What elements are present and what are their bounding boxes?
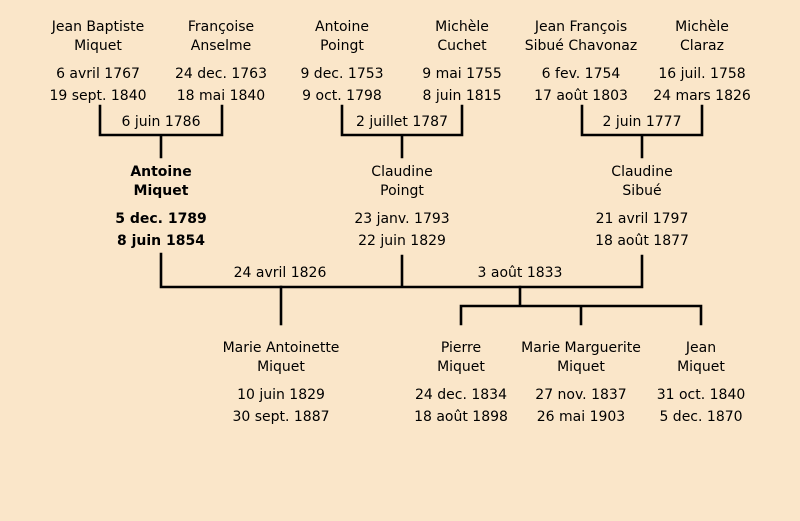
birth-date: 24 dec. 1763 [175,66,267,82]
person-name-line: Miquet [437,359,485,375]
person-name-line: Miquet [133,183,189,199]
death-date: 19 sept. 1840 [49,88,147,104]
marriage-date-label: 2 juin 1777 [602,114,682,130]
birth-date: 9 mai 1755 [422,66,502,82]
person-antoine-miquet: Antoine Miquet 5 dec. 1789 8 juin 1854 [96,163,226,252]
person-name-line: Pierre [440,340,482,356]
marriage-bracket-2 [340,104,464,159]
person-name-line: Antoine [315,19,369,35]
death-date: 30 sept. 1887 [232,409,330,425]
person-name-line: Miquet [557,359,605,375]
person-name-line: Sibué [622,183,662,199]
birth-date: 23 janv. 1793 [354,211,450,227]
death-date: 8 juin 1854 [117,233,205,249]
death-date: 18 août 1877 [595,233,689,249]
person-jean-francois-sibue-chavonaz: Jean François Sibué Chavonaz 6 fev. 1754… [516,18,646,107]
birth-date: 27 nov. 1837 [535,387,627,403]
person-marie-marguerite-miquet: Marie Marguerite Miquet 27 nov. 1837 26 … [516,339,646,428]
sibling-bracket-marriage2 [459,285,703,326]
generation2-marriage-line [159,252,644,289]
birth-date: 10 juin 1829 [237,387,325,403]
person-name-line: Cuchet [437,38,487,54]
person-antoine-poingt: Antoine Poingt 9 dec. 1753 9 oct. 1798 [277,18,407,107]
death-date: 9 oct. 1798 [302,88,382,104]
person-name-line: Michèle [435,19,489,35]
death-date: 18 mai 1840 [176,88,266,104]
person-name-line: Miquet [74,38,122,54]
person-name-line: Miquet [257,359,305,375]
marriage-date-label: 3 août 1833 [477,265,563,281]
birth-date: 6 avril 1767 [56,66,140,82]
person-claudine-poingt: Claudine Poingt 23 janv. 1793 22 juin 18… [337,163,467,252]
marriage-bracket-1 [98,104,224,159]
death-date: 17 août 1803 [534,88,628,104]
person-name-line: Marie Antoinette [222,340,340,356]
person-claudine-sibue: Claudine Sibué 21 avril 1797 18 août 187… [577,163,707,252]
marriage-date-label: 24 avril 1826 [233,265,327,281]
person-jean-miquet: Jean Miquet 31 oct. 1840 5 dec. 1870 [636,339,766,428]
person-name-line: Poingt [320,38,364,54]
person-jean-baptiste-miquet: Jean Baptiste Miquet 6 avril 1767 19 sep… [33,18,163,107]
person-marie-antoinette-miquet: Marie Antoinette Miquet 10 juin 1829 30 … [216,339,346,428]
birth-date: 16 juil. 1758 [658,66,746,82]
person-name-line: Sibué Chavonaz [524,38,638,54]
birth-date: 21 avril 1797 [595,211,689,227]
person-name-line: Claudine [611,164,673,180]
birth-date: 6 fev. 1754 [541,66,621,82]
death-date: 5 dec. 1870 [659,409,743,425]
marriage-bracket-3 [580,104,704,159]
birth-date: 5 dec. 1789 [115,211,207,227]
person-name-line: Claudine [371,164,433,180]
person-name-line: Jean François [534,19,628,35]
person-name-line: Poingt [380,183,424,199]
person-michele-cuchet: Michèle Cuchet 9 mai 1755 8 juin 1815 [397,18,527,107]
person-name-line: Jean [685,340,717,356]
person-name-line: Claraz [680,38,724,54]
death-date: 24 mars 1826 [653,88,751,104]
death-date: 18 août 1898 [414,409,508,425]
person-michele-claraz: Michèle Claraz 16 juil. 1758 24 mars 182… [637,18,767,107]
marriage-date-label: 2 juillet 1787 [356,114,448,130]
marriage-date-label: 6 juin 1786 [121,114,201,130]
person-name-line: Michèle [675,19,729,35]
person-name-line: Miquet [677,359,725,375]
birth-date: 31 oct. 1840 [656,387,746,403]
birth-date: 24 dec. 1834 [415,387,507,403]
person-name-line: Marie Marguerite [521,340,641,356]
person-name-line: Jean Baptiste [51,19,145,35]
person-name-line: Françoise [187,19,255,35]
death-date: 22 juin 1829 [358,233,446,249]
person-name-line: Anselme [190,38,252,54]
person-pierre-miquet: Pierre Miquet 24 dec. 1834 18 août 1898 [396,339,526,428]
person-francoise-anselme: Françoise Anselme 24 dec. 1763 18 mai 18… [156,18,286,107]
person-name-line: Antoine [130,164,192,180]
death-date: 26 mai 1903 [536,409,626,425]
birth-date: 9 dec. 1753 [300,66,384,82]
death-date: 8 juin 1815 [422,88,502,104]
